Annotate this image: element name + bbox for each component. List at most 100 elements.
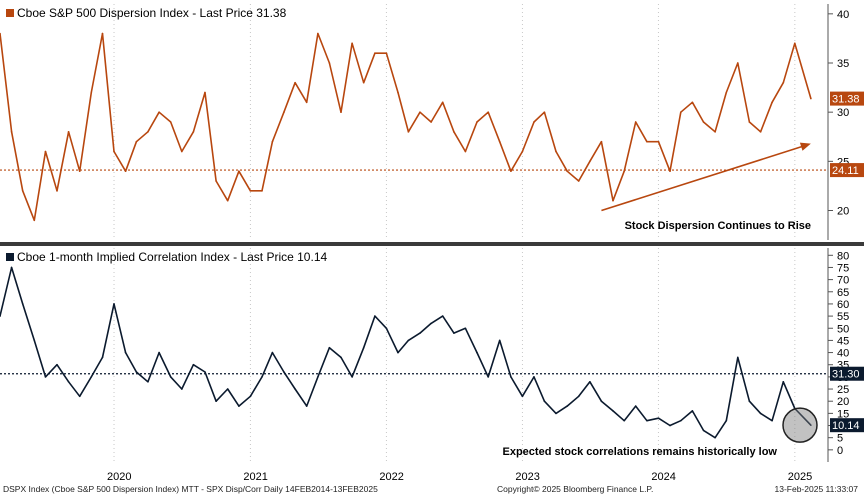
data-point bbox=[634, 405, 637, 407]
data-point bbox=[78, 395, 81, 398]
x-tick-label-2020: 2020 bbox=[107, 471, 131, 483]
data-point bbox=[101, 356, 104, 359]
legend-swatch bbox=[6, 253, 14, 261]
data-point bbox=[124, 170, 127, 172]
data-point bbox=[533, 121, 535, 123]
data-point bbox=[56, 363, 58, 366]
data-point bbox=[204, 371, 206, 373]
data-point bbox=[351, 376, 353, 378]
data-point bbox=[33, 339, 36, 342]
y-tick-label: 65 bbox=[837, 287, 849, 299]
data-point bbox=[305, 101, 308, 104]
data-point bbox=[810, 424, 812, 426]
data-point bbox=[430, 322, 432, 325]
y-tick-label: 25 bbox=[837, 384, 849, 396]
data-point bbox=[215, 400, 217, 403]
data-point bbox=[340, 356, 342, 359]
data-point bbox=[90, 91, 93, 94]
data-point bbox=[510, 170, 512, 172]
data-point bbox=[453, 131, 455, 133]
data-point bbox=[543, 400, 546, 403]
data-point bbox=[566, 405, 568, 407]
data-point bbox=[294, 388, 296, 390]
data-point bbox=[317, 32, 319, 35]
data-point bbox=[646, 140, 648, 143]
data-point bbox=[90, 376, 93, 378]
data-point bbox=[657, 417, 660, 420]
data-point bbox=[634, 121, 637, 123]
data-point bbox=[669, 424, 671, 427]
data-point bbox=[555, 412, 557, 415]
last-price-label: 31.38 bbox=[832, 94, 860, 106]
data-point bbox=[810, 97, 812, 100]
last-price-box bbox=[830, 418, 864, 433]
data-point bbox=[10, 266, 13, 269]
data-point bbox=[419, 111, 421, 113]
data-point bbox=[737, 62, 739, 64]
data-point bbox=[464, 150, 467, 153]
data-point bbox=[238, 405, 240, 407]
footer-copyright: Copyright© 2025 Bloomberg Finance L.P. bbox=[497, 484, 654, 494]
data-point bbox=[385, 327, 388, 330]
data-point bbox=[204, 91, 206, 94]
data-point bbox=[691, 410, 694, 412]
data-point bbox=[328, 62, 331, 64]
data-point bbox=[487, 376, 489, 378]
data-point bbox=[226, 388, 229, 390]
y-tick-label: 20 bbox=[837, 396, 849, 408]
data-point bbox=[169, 121, 172, 123]
data-point bbox=[543, 111, 546, 113]
footer-timestamp: 13-Feb-2025 11:33:07 bbox=[774, 484, 859, 494]
data-point bbox=[113, 150, 115, 153]
y-tick-label: 50 bbox=[837, 323, 849, 335]
data-point bbox=[124, 351, 127, 354]
data-point bbox=[351, 42, 353, 45]
data-point bbox=[294, 81, 296, 84]
series-line-dispersion bbox=[0, 32, 812, 222]
data-point bbox=[657, 140, 660, 143]
x-tick-label-2022: 2022 bbox=[379, 471, 403, 483]
data-point bbox=[623, 419, 625, 422]
data-point bbox=[317, 376, 319, 378]
data-point bbox=[555, 150, 557, 153]
data-point bbox=[0, 315, 1, 317]
last-price-label: 10.14 bbox=[832, 420, 860, 432]
data-point bbox=[771, 101, 773, 104]
highlight-circle bbox=[782, 407, 818, 443]
x-tick-label-2021: 2021 bbox=[243, 471, 267, 483]
data-point bbox=[577, 180, 580, 182]
data-point bbox=[44, 376, 47, 378]
data-point bbox=[419, 332, 421, 334]
data-point bbox=[135, 140, 138, 143]
reference-value-box bbox=[830, 163, 864, 178]
x-tick-label-2025: 2025 bbox=[788, 471, 812, 483]
data-point bbox=[397, 351, 399, 354]
data-point bbox=[192, 131, 195, 133]
data-point bbox=[397, 91, 399, 94]
annotation-text: Expected stock correlations remains hist… bbox=[503, 446, 778, 458]
data-point bbox=[759, 412, 762, 415]
last-price-box bbox=[830, 91, 864, 106]
data-point bbox=[249, 190, 252, 192]
x-tick-label-2024: 2024 bbox=[651, 471, 675, 483]
annotation-arrow-head bbox=[799, 142, 811, 151]
data-point bbox=[510, 376, 512, 378]
data-point bbox=[737, 356, 739, 359]
legend-swatch bbox=[6, 9, 14, 17]
data-point bbox=[725, 419, 728, 422]
data-point bbox=[407, 339, 410, 342]
data-point bbox=[226, 199, 229, 202]
data-point bbox=[430, 121, 432, 123]
data-point bbox=[441, 101, 444, 104]
data-point bbox=[181, 150, 183, 153]
data-point bbox=[181, 388, 183, 390]
data-point bbox=[158, 351, 160, 354]
data-point bbox=[238, 170, 240, 172]
data-point bbox=[498, 339, 501, 342]
data-point bbox=[623, 170, 625, 172]
footer-source: DSPX Index (Cboe S&P 500 Dispersion Inde… bbox=[3, 484, 378, 494]
series-line-correlation bbox=[0, 266, 812, 439]
data-point bbox=[340, 111, 342, 113]
y-tick-label: 75 bbox=[837, 262, 849, 274]
